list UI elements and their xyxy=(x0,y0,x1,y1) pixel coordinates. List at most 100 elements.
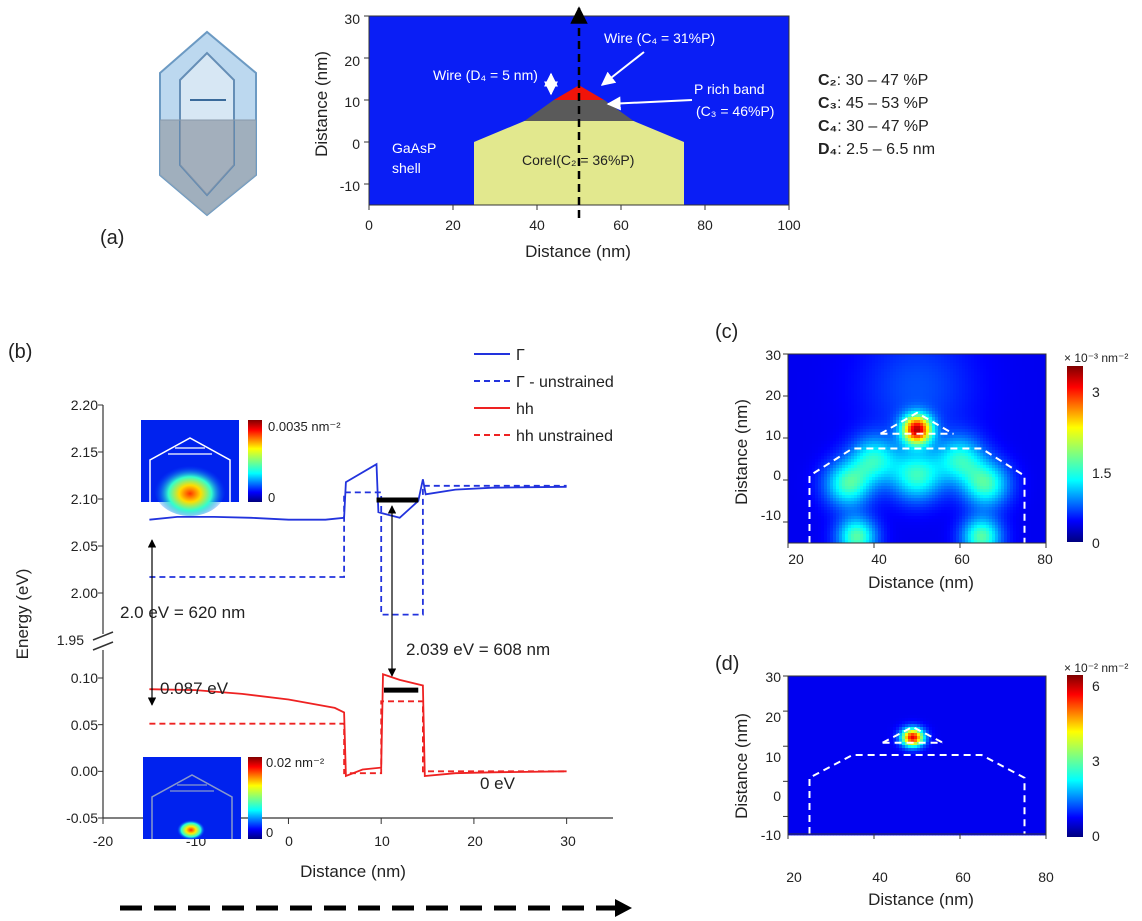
heatmap-cell xyxy=(962,372,966,376)
heatmap-cell xyxy=(905,474,909,478)
heatmap-cell xyxy=(962,423,966,427)
heatmap-cell xyxy=(845,492,849,496)
heatmap-cell xyxy=(959,393,963,397)
heatmap-cell xyxy=(854,402,858,406)
heatmap-cell xyxy=(890,390,894,394)
heatmap-cell xyxy=(953,384,957,388)
heatmap-cell xyxy=(992,447,996,451)
heatmap-cell xyxy=(854,516,858,520)
heatmap-cell xyxy=(926,435,930,439)
heatmap-cell xyxy=(968,450,972,454)
heatmap-cell xyxy=(983,468,987,472)
heatmap-cell xyxy=(947,456,951,460)
heatmap-cell xyxy=(992,402,996,406)
heatmap-cell xyxy=(941,444,945,448)
heatmap-cell xyxy=(896,408,900,412)
heatmap-cell xyxy=(1037,453,1041,457)
heatmap-cell xyxy=(1013,363,1017,367)
heatmap-cell xyxy=(884,513,888,517)
heatmap-cell xyxy=(926,510,930,514)
heatmap-cell xyxy=(836,465,840,469)
series-line xyxy=(149,700,567,775)
heatmap-cell xyxy=(1031,510,1035,514)
heatmap-cell xyxy=(833,420,837,424)
heatmap-cell xyxy=(1025,405,1029,409)
heatmap-cell xyxy=(809,516,813,520)
heatmap-cell xyxy=(857,387,861,391)
heatmap-cell xyxy=(890,357,894,361)
heatmap-cell xyxy=(1016,498,1020,502)
panel-b-annotations: 2.0 eV = 620 nm 2.039 eV = 608 nm 0.087 … xyxy=(120,505,550,793)
heatmap-cell xyxy=(812,468,816,472)
heatmap-cell xyxy=(920,435,924,439)
heatmap-cell xyxy=(1034,402,1038,406)
heatmap-cell xyxy=(827,441,831,445)
heatmap-cell xyxy=(929,468,933,472)
heatmap-cell xyxy=(791,471,795,475)
heatmap-cell xyxy=(797,444,801,448)
heatmap-cell xyxy=(845,444,849,448)
heatmap-cell xyxy=(884,363,888,367)
heatmap-cell xyxy=(1010,477,1014,481)
heatmap-cell xyxy=(812,381,816,385)
heatmap-cell xyxy=(938,354,942,358)
heatmap-cell xyxy=(860,417,864,421)
heatmap-cell xyxy=(788,390,792,394)
heatmap-cell xyxy=(806,483,810,487)
heatmap-cell xyxy=(887,510,891,514)
heatmap-cell xyxy=(833,474,837,478)
heatmap-cell xyxy=(848,426,852,430)
heatmap-cell xyxy=(872,363,876,367)
heatmap-cell xyxy=(932,507,936,511)
heatmap-cell xyxy=(872,486,876,490)
heatmap-cell xyxy=(932,372,936,376)
heatmap-cell xyxy=(1031,423,1035,427)
heatmap-cell xyxy=(794,498,798,502)
heatmap-cell xyxy=(830,450,834,454)
heatmap-cell xyxy=(893,465,897,469)
heatmap-cell xyxy=(1034,408,1038,412)
heatmap-cell xyxy=(887,507,891,511)
heatmap-cell xyxy=(944,363,948,367)
heatmap-cell xyxy=(818,411,822,415)
heatmap-cell xyxy=(1013,477,1017,481)
heatmap-cell xyxy=(788,414,792,418)
heatmap-cell xyxy=(962,462,966,466)
heatmap-cell xyxy=(980,369,984,373)
heatmap-cell xyxy=(908,438,912,442)
heatmap-cell xyxy=(842,492,846,496)
heatmap-cell xyxy=(809,438,813,442)
heatmap-cell xyxy=(896,444,900,448)
heatmap-cell xyxy=(992,411,996,415)
heatmap-cell xyxy=(818,519,822,523)
heatmap-cell xyxy=(1025,432,1029,436)
heatmap-cell xyxy=(788,483,792,487)
heatmap-cell xyxy=(833,357,837,361)
heatmap-cell xyxy=(929,411,933,415)
heatmap-cell xyxy=(788,432,792,436)
heatmap-cell xyxy=(902,363,906,367)
heatmap-cell xyxy=(812,402,816,406)
heatmap-cell xyxy=(854,459,858,463)
heatmap-cell xyxy=(854,450,858,454)
heatmap-cell xyxy=(983,432,987,436)
heatmap-cell xyxy=(1040,441,1044,445)
heatmap-cell xyxy=(962,417,966,421)
heatmap-cell xyxy=(842,384,846,388)
heatmap-cell xyxy=(986,405,990,409)
heatmap-cell xyxy=(902,492,906,496)
heatmap-cell xyxy=(893,390,897,394)
heatmap-cell xyxy=(839,405,843,409)
heatmap-cell xyxy=(851,450,855,454)
heatmap-cell xyxy=(902,498,906,502)
heatmap-cell xyxy=(1016,381,1020,385)
heatmap-cell xyxy=(842,441,846,445)
heatmap-cell xyxy=(995,516,999,520)
heatmap-cell xyxy=(1019,429,1023,433)
heatmap-cell xyxy=(893,363,897,367)
heatmap-cell xyxy=(992,426,996,430)
heatmap-cell xyxy=(956,420,960,424)
heatmap-cell xyxy=(1043,456,1047,460)
heatmap-cell xyxy=(1004,474,1008,478)
heatmap-cell xyxy=(986,468,990,472)
